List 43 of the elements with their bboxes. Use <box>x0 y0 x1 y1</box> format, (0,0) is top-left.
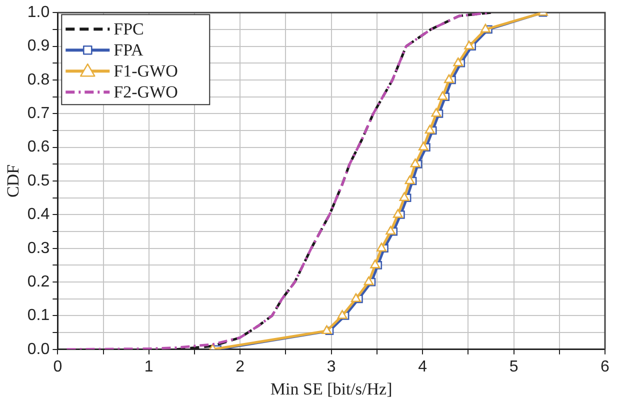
legend-label: FPA <box>114 40 144 60</box>
point <box>418 142 428 150</box>
point <box>376 242 386 252</box>
x-tick-label: 6 <box>600 358 610 376</box>
point <box>424 124 435 134</box>
legend-label: FPC <box>114 20 144 39</box>
point <box>404 175 415 184</box>
point <box>364 276 374 286</box>
point <box>410 158 420 168</box>
y-tick-label: 0.6 <box>27 138 50 156</box>
point <box>431 108 442 117</box>
point <box>337 310 348 319</box>
x-tick-label: 4 <box>418 358 428 376</box>
point <box>453 57 464 66</box>
x-tick-label: 3 <box>326 358 336 376</box>
y-tick-label: 0.2 <box>27 273 50 290</box>
y-tick-label: 0.4 <box>27 206 50 224</box>
point <box>370 260 380 268</box>
legend-label: F1-GWO <box>114 62 178 81</box>
y-tick-label: 0.5 <box>27 172 50 190</box>
y-tick-label: 0.0 <box>27 340 50 358</box>
point <box>464 40 474 50</box>
point <box>386 226 396 235</box>
point <box>392 209 403 218</box>
y-tick-label: 0.3 <box>27 240 50 257</box>
y-tick-label: 1.0 <box>27 4 50 22</box>
point <box>322 325 332 334</box>
legend-label: F2-GWO <box>114 82 178 102</box>
y-axis-title: CDF <box>4 164 23 198</box>
y-tick-label: 0.8 <box>27 71 50 88</box>
y-tick-label: 0.1 <box>27 307 50 324</box>
y-tick-label: 0.9 <box>27 38 50 55</box>
x-tick-label: 1 <box>144 358 154 376</box>
x-axis-title: Min SE [bit/s/Hz] <box>270 379 392 398</box>
point <box>350 293 361 302</box>
point <box>444 74 454 84</box>
x-tick-label: 2 <box>236 358 245 376</box>
point <box>438 91 448 100</box>
point <box>480 24 490 33</box>
x-tick-label: 0 <box>53 358 62 376</box>
point <box>399 192 410 201</box>
y-tick-label: 0.7 <box>27 105 50 122</box>
x-tick-label: 5 <box>509 358 518 376</box>
